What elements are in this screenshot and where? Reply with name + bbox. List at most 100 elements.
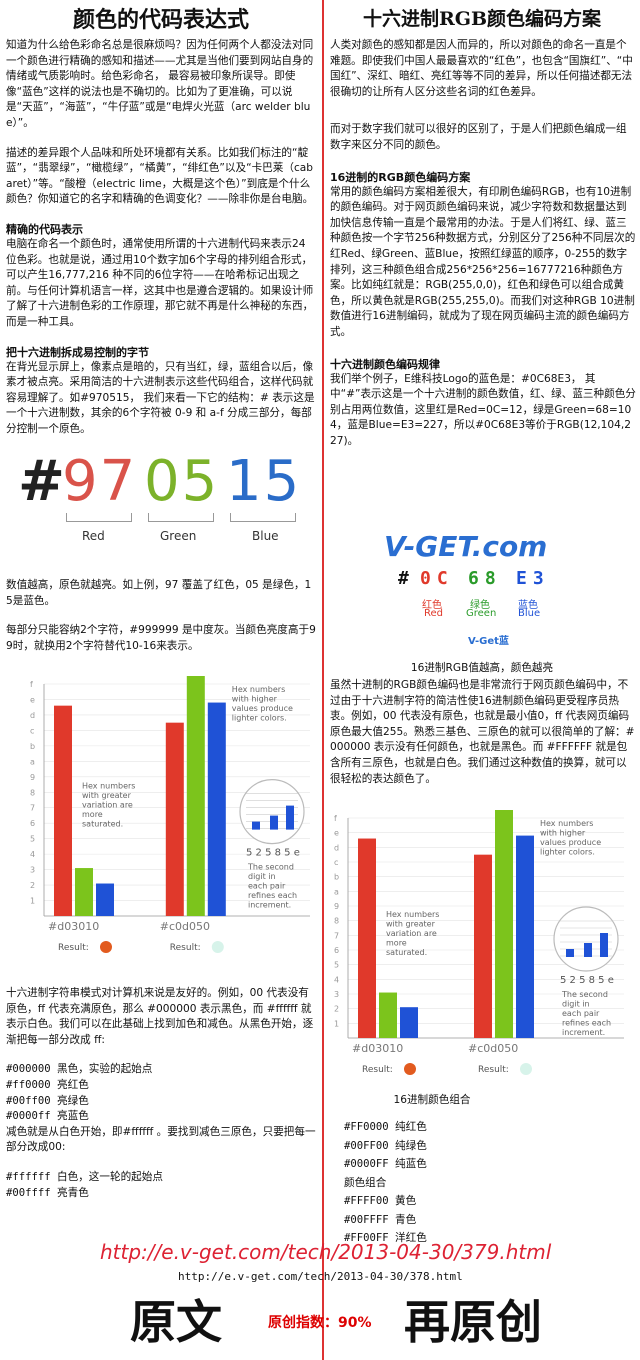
red-bracket xyxy=(66,513,132,522)
label-blue: Blue xyxy=(252,529,279,543)
bar-group1-blue xyxy=(96,883,114,916)
hex-red-part: 97 xyxy=(62,449,138,514)
zoom-note: refines each xyxy=(562,1019,611,1028)
note-lighter: values produce xyxy=(232,704,293,713)
result-label-2: Result: xyxy=(170,943,201,953)
y-tick-label: 2 xyxy=(30,881,35,890)
cn-blue: 蓝色 xyxy=(518,600,538,611)
hex-blue-part: 15 xyxy=(226,449,302,514)
y-tick-label: 2 xyxy=(334,1005,339,1014)
left-para6: 每部分只能容纳2个字符，#999999 是中度灰。当颜色亮度高于99时，就换用2… xyxy=(6,624,316,652)
bar-group2-green xyxy=(495,810,513,1038)
zoom-bar xyxy=(584,943,592,957)
right-list: #FF0000 纯红色 #00FF00 纯绿色 #0000FF 纯蓝色 颜色组合… xyxy=(338,1118,640,1248)
left-para5: 数值越高，原色就越亮。如上例，97 覆盖了红色，05 是绿色，15是蓝色。 xyxy=(6,579,312,607)
right-heading-1: 16进制的RGB颜色编码方案 xyxy=(330,170,471,184)
left-para8: 减色就是从白色开始，即#ffffff 。要找到减色三原色，只要把每一部分改成00… xyxy=(6,1125,316,1154)
code-label-2: #c0d050 xyxy=(468,1042,518,1055)
cn-red: 红色 xyxy=(422,600,442,611)
cn-green: 绿色 xyxy=(470,600,490,611)
left-title: 颜色的代码表达式 xyxy=(72,7,249,33)
note-saturated: variation are xyxy=(386,929,437,938)
zoom-note: each pair xyxy=(562,1009,600,1018)
y-tick-label: d xyxy=(334,843,339,852)
right-para4: 我们举个例子，E维科技Logo的蓝色是：#0C68E3， 其中“#”表示这是一个… xyxy=(330,372,636,447)
note-lighter: Hex numbers xyxy=(232,685,285,694)
left-text-mid: 数值越高，原色就越亮。如上例，97 覆盖了红色，05 是绿色，15是蓝色。 每部… xyxy=(0,578,316,654)
result-label-1: Result: xyxy=(58,943,89,953)
right-para1: 人类对颜色的感知都是因人而异的，所以对颜色的命名一直是个难题。即使我们中国人最最… xyxy=(330,39,633,98)
y-tick-label: 5 xyxy=(334,961,339,970)
zoom-note: digit in xyxy=(248,872,276,881)
code-label-2: #c0d050 xyxy=(160,920,210,933)
en-blue: Blue xyxy=(518,608,541,619)
y-tick-label: 8 xyxy=(334,917,339,926)
y-tick-label: 1 xyxy=(30,897,35,906)
reference-url-link[interactable]: http://e.v-get.com/tech/2013-04-30/378.h… xyxy=(178,1270,463,1283)
left-para2: 描述的差异跟个人品味和所处环境都有关系。比如我们标注的“靛蓝”，“翡翠绿”，“橄… xyxy=(6,146,314,206)
zoom-circle xyxy=(239,779,305,845)
original-label: 原文 xyxy=(130,1295,222,1349)
y-tick-label: 4 xyxy=(30,850,35,859)
note-lighter: with higher xyxy=(232,695,278,704)
list2-item: #00ffff 亮青色 xyxy=(6,1186,89,1199)
bar-group1-green xyxy=(379,992,397,1038)
originality-index: 原创指数：90% xyxy=(268,1315,372,1331)
code-label-1: #d03010 xyxy=(352,1042,403,1055)
code-hash: # xyxy=(398,568,409,589)
list1-item: #ff0000 亮红色 xyxy=(6,1078,89,1091)
zoom-bar xyxy=(252,821,260,830)
result-label-2: Result: xyxy=(478,1065,509,1075)
bar-group1-green xyxy=(75,868,93,916)
y-tick-label: 9 xyxy=(30,773,35,782)
y-tick-label: 3 xyxy=(30,866,35,875)
result-label-1: Result: xyxy=(362,1065,393,1075)
zoom-digits: 5 2 5 8 5 e xyxy=(560,975,614,986)
note-lighter: with higher xyxy=(540,829,586,838)
note-saturated: more xyxy=(82,810,103,819)
zoom-bar xyxy=(566,949,574,957)
y-tick-label: a xyxy=(30,757,35,766)
caption-brighter: 16进制RGB值越高，颜色越亮 xyxy=(410,662,554,674)
bar-group1-blue xyxy=(400,1007,418,1038)
right-para5: 虽然十进制的RGB颜色编码也是非常流行于网页颜色编码中，不过由于十六进制字符的简… xyxy=(330,679,635,785)
note-saturated: Hex numbers xyxy=(82,781,135,790)
vget-code-figure: V-GET.com # 0C 68 E3 红色 绿色 蓝色 Red Green … xyxy=(384,530,584,650)
green-bracket xyxy=(148,513,214,522)
bar-group2-green xyxy=(186,676,205,916)
color-list-item: #00FF00 纯绿色 xyxy=(344,1139,427,1152)
zoom-note: each pair xyxy=(248,882,286,891)
color-list-item: 颜色组合 xyxy=(344,1176,387,1189)
y-tick-label: f xyxy=(30,680,33,689)
y-tick-label: f xyxy=(334,814,337,823)
y-tick-label: e xyxy=(30,695,35,704)
right-text-top: 人类对颜色的感知都是因人而异的，所以对颜色的命名一直是个难题。即使我们中国人最最… xyxy=(324,38,636,449)
zoom-digits: 5 2 5 8 5 e xyxy=(246,848,300,859)
note-lighter: values produce xyxy=(540,838,601,847)
source-url-link[interactable]: http://e.v-get.com/tech/2013-04-30/379.h… xyxy=(100,1240,552,1264)
list1-item: #0000ff 亮蓝色 xyxy=(6,1110,89,1123)
y-tick-label: 3 xyxy=(334,990,339,999)
en-red: Red xyxy=(424,608,443,619)
color-list-item: #FF0000 纯红色 xyxy=(344,1121,427,1133)
zoom-note: increment. xyxy=(248,901,291,910)
y-tick-label: c xyxy=(334,858,338,867)
y-tick-label: 6 xyxy=(30,819,35,828)
note-lighter: lighter colors. xyxy=(232,714,287,723)
column-divider xyxy=(322,0,324,1360)
label-green: Green xyxy=(160,529,197,543)
caption-combinations: 16进制颜色组合 xyxy=(393,1094,471,1106)
y-tick-label: 5 xyxy=(30,835,35,844)
y-tick-label: a xyxy=(334,887,339,896)
list1-item: #000000 黑色，实验的起始点 xyxy=(6,1063,153,1076)
recreation-label: 再原创 xyxy=(404,1295,542,1349)
y-tick-label: d xyxy=(30,711,35,720)
hex-970515-figure: # 97 05 15 Red Green Blue xyxy=(14,449,314,555)
color-list-item: #FFFF00 黄色 xyxy=(344,1195,417,1207)
list1-item: #00ff00 亮绿色 xyxy=(6,1094,89,1107)
bar-group2-blue xyxy=(207,702,226,916)
right-text-mid: 虽然十进制的RGB颜色编码也是非常流行于网页颜色编码中，不过由于十六进制字符的简… xyxy=(324,678,636,787)
zoom-note: The second xyxy=(247,863,294,872)
